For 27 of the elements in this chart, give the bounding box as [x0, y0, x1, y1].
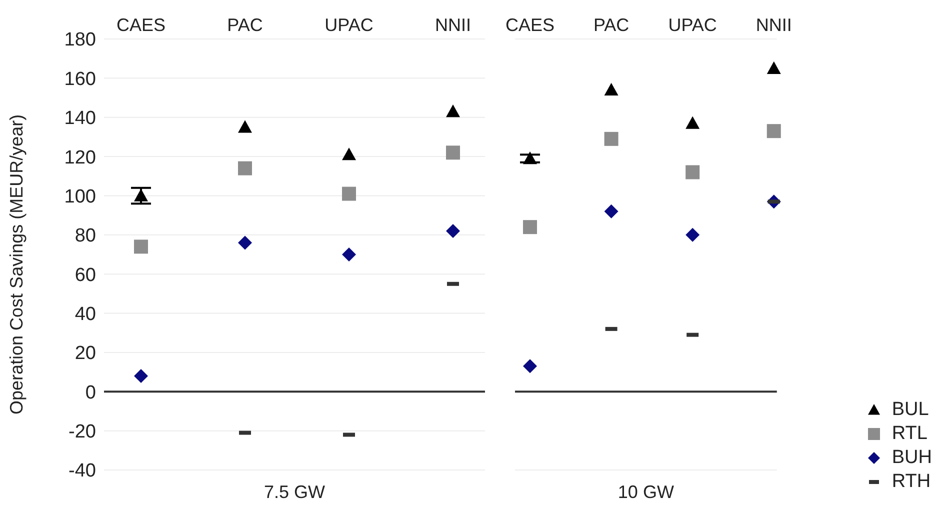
legend-label: RTL: [892, 423, 928, 445]
y-tick-label: 40: [74, 304, 96, 326]
x-tick-label: PAC: [227, 15, 263, 35]
y-tick-label: -20: [68, 422, 96, 443]
legend-label: BUH: [892, 447, 932, 469]
y-tick-label: 160: [64, 68, 96, 90]
y-axis-title: Operation Cost Savings (MEUR/year): [6, 114, 26, 414]
y-tick-label: 20: [74, 343, 96, 364]
x-tick-label: UPAC: [668, 15, 717, 35]
legend-label: BUL: [892, 399, 929, 421]
x-tick-label: UPAC: [324, 15, 374, 35]
y-tick-label: 80: [74, 226, 96, 247]
x-tick-label: NNII: [756, 15, 792, 35]
y-tick-label: 180: [64, 30, 96, 51]
y-tick-label: 60: [74, 264, 96, 286]
y-tick-label: 120: [64, 147, 96, 168]
x-axis-title: 7.5 GW: [264, 482, 326, 502]
x-tick-label: CAES: [116, 15, 166, 35]
x-tick-label: NNII: [435, 15, 471, 35]
x-tick-label: CAES: [505, 15, 555, 35]
y-tick-label: 100: [64, 186, 96, 208]
y-tick-label: 0: [85, 382, 96, 404]
y-tick-label: -40: [68, 460, 96, 482]
x-axis-title: 10 GW: [618, 482, 674, 502]
legend-label: RTH: [892, 471, 931, 493]
x-tick-label: PAC: [593, 15, 630, 35]
y-tick-label: 140: [64, 108, 96, 130]
